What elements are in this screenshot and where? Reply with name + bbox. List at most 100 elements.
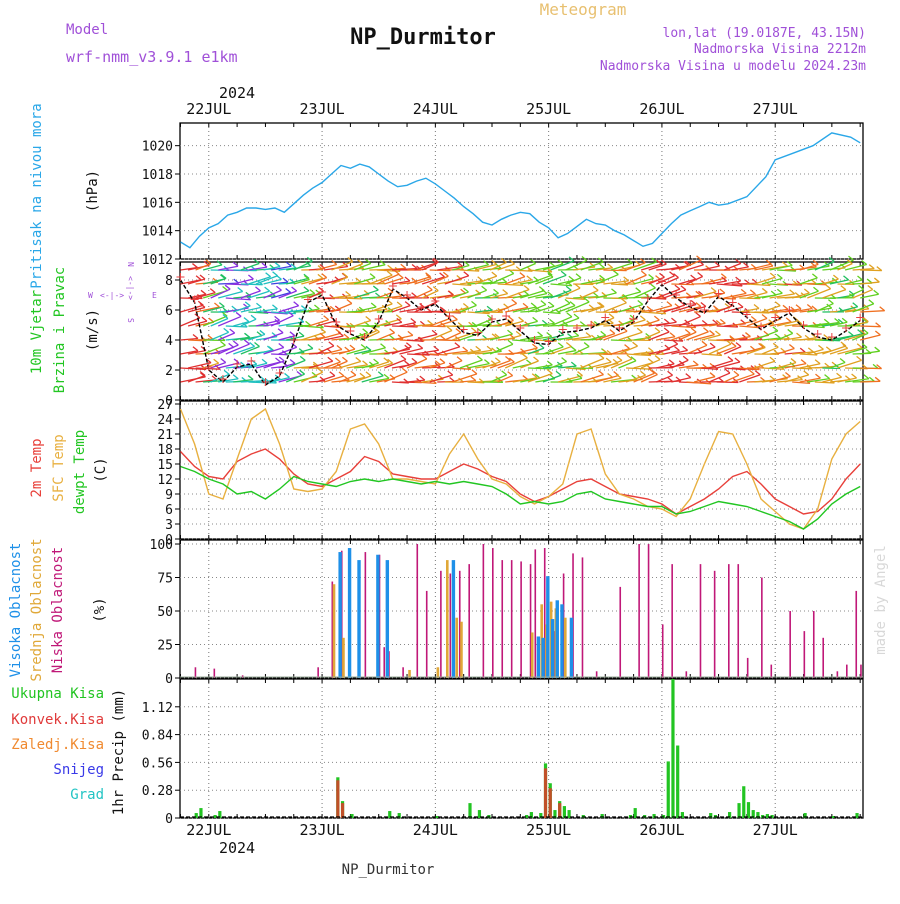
cloud-bar (492, 548, 494, 678)
pressure-ytick-label: 1018 (142, 168, 173, 183)
cloud-bar (582, 557, 584, 678)
temperature-ytick-label: 24 (157, 413, 173, 428)
precip-bar (468, 803, 471, 818)
precip-panel: 0 0.28 0.56 0.84 1.12 (142, 679, 863, 827)
cloud-axis-unit: (%) (92, 597, 108, 622)
cloud-bar (638, 544, 640, 678)
svg-text:<-|->: <-|-> (100, 291, 124, 300)
wind-ytick-label: 6 (165, 304, 173, 319)
cloud-bar (556, 600, 559, 678)
legend-freezing-rain: Zaledj.Kisa (11, 737, 104, 753)
precip-bar (549, 788, 552, 818)
precip-bar (558, 803, 561, 818)
bottom-date-label: 25JUL (526, 821, 571, 839)
cloud-bar (426, 591, 428, 678)
cloud-bar (747, 658, 749, 678)
svg-text:<-|->: <-|-> (126, 276, 135, 300)
top-date-label: 26JUL (639, 100, 684, 118)
wind-arrow (860, 270, 882, 271)
cloud-bar (440, 571, 442, 678)
cloud-bar (501, 560, 503, 678)
wind-arrow (860, 381, 880, 382)
wind-arrow (860, 368, 881, 369)
cloud-bar (386, 560, 389, 678)
bottom-date-label: 24JUL (413, 821, 458, 839)
cloud-bar (714, 571, 716, 678)
cloud-bar (761, 578, 763, 678)
cloud-bar (348, 548, 351, 678)
temp-axis-dewpt: dewpt Temp (72, 430, 88, 514)
cloud-bar (648, 544, 650, 678)
cloud-bar (855, 591, 857, 678)
cloud-bar (564, 618, 567, 678)
wind-arrow-head (874, 290, 879, 294)
precip-bar (544, 768, 547, 818)
temperature-frame (180, 401, 863, 539)
wind-arrow (226, 326, 247, 327)
cloud-bar (531, 632, 534, 678)
cloud-bar (662, 624, 664, 678)
precip-legend: Ukupna Kisa Konvek.Kisa Zaledj.Kisa Snij… (11, 686, 104, 803)
cloud-bar (770, 665, 772, 678)
pressure-ytick-label: 1020 (142, 140, 173, 155)
wind-arrow (860, 311, 885, 312)
wind-arrow-head (864, 375, 869, 379)
cloud-bar (534, 549, 536, 678)
precipitation-ytick-label: 0.28 (142, 784, 173, 799)
cloud-bar (520, 561, 522, 678)
precipitation-ytick-label: 0 (165, 812, 173, 827)
precip-bar (336, 780, 339, 818)
bottom-date-label: 26JUL (639, 821, 684, 839)
wind-arrow (671, 284, 694, 285)
pressure-ytick-label: 1012 (142, 253, 173, 268)
precipitation-ytick-label: 1.12 (142, 701, 173, 716)
cloud-bar (541, 638, 544, 678)
cloud-bar (551, 619, 554, 678)
svg-text:S: S (126, 318, 135, 323)
wind-arrow-head (874, 278, 879, 282)
cloud-bar (846, 665, 848, 678)
bottom-date-label: 22JUL (186, 821, 231, 839)
cloud-axis-low: Niska Oblacnost (50, 547, 66, 673)
clouds-ytick-label: 100 (150, 538, 173, 553)
cloud-bar (402, 667, 404, 678)
wind-arrow-head (875, 377, 880, 381)
model-name: wrf-nmm_v3.9.1 e1km (66, 48, 238, 66)
cloud-bar (357, 560, 360, 678)
cloud-bar (416, 544, 418, 678)
precipitation-ytick-label: 0.84 (142, 729, 173, 744)
temp-axis-unit: (C) (93, 457, 109, 482)
wind-arrow (437, 340, 460, 341)
clouds-ytick-label: 0 (165, 672, 173, 687)
legend-graupel: Grad (70, 787, 104, 803)
cloud-bar (452, 560, 455, 678)
top-date-label: 27JUL (753, 100, 798, 118)
cloud-bar (789, 611, 791, 678)
pressure-ytick-label: 1016 (142, 196, 173, 211)
cloud-bar (383, 647, 385, 678)
top-date-label: 22JUL (186, 100, 231, 118)
cloud-bar (728, 564, 730, 678)
clouds-ytick-label: 25 (157, 639, 173, 654)
temperature-ytick-label: 18 (157, 443, 173, 458)
precip-bar (676, 746, 679, 818)
cloud-bar (195, 667, 197, 678)
precipitation-frame (180, 679, 863, 818)
wind-arrow (860, 326, 880, 327)
wind-arrow (754, 312, 777, 313)
footer-station: NP_Durmitor (342, 862, 435, 878)
cloud-bar (822, 638, 824, 678)
wind-axis-title-1: 10m Vjetar (29, 290, 45, 374)
precip-bar (671, 679, 674, 818)
pressure-axis-unit: (hPa) (85, 170, 101, 212)
precipitation-ytick-label: 0.56 (142, 756, 173, 771)
bottom-date-label: 27JUL (753, 821, 798, 839)
svg-text:W: W (88, 291, 93, 300)
top-date-label: 24JUL (413, 100, 458, 118)
pressure-axis-title: Pritisak na nivou mora (29, 103, 45, 288)
cloud-bar (570, 618, 573, 678)
wind-ytick-label: 4 (165, 334, 173, 349)
